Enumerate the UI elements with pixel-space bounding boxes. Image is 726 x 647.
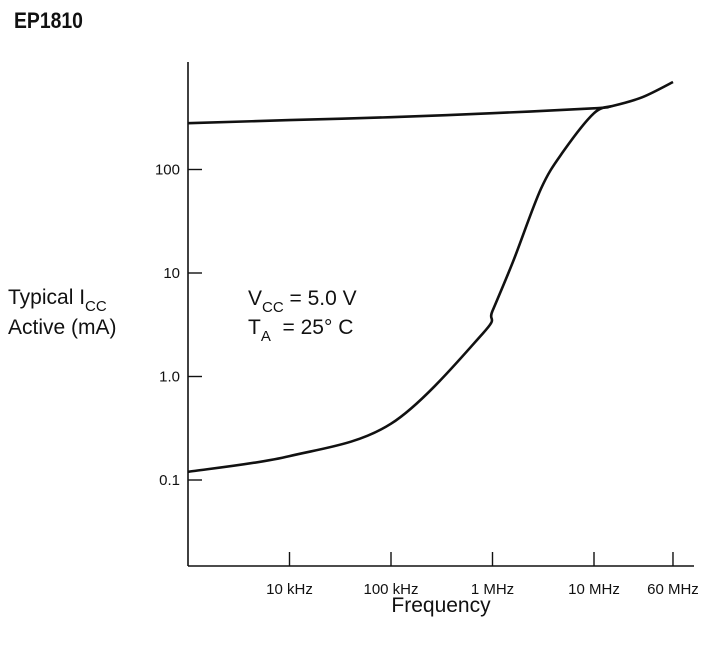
- annotation-ta: TA = 25° C: [248, 316, 353, 345]
- x-tick-label: 10 kHz: [266, 581, 313, 598]
- x-axis-label: Frequency: [391, 594, 491, 617]
- annotation-vcc: VCC = 5.0 V: [248, 287, 357, 316]
- x-tick-label: 60 MHz: [647, 581, 699, 598]
- y-ticks: 0.1 1.0 10 100: [155, 162, 202, 489]
- series-line-2: [187, 104, 613, 474]
- x-tick-label: 10 MHz: [568, 581, 620, 598]
- y-tick-label: 1.0: [159, 369, 180, 386]
- annotation-vcc-value: = 5.0 V: [284, 287, 357, 310]
- annotation-ta-symbol: T: [248, 316, 261, 339]
- series-group: [187, 80, 674, 474]
- series-line-1: [187, 80, 674, 125]
- annotation-ta-value: = 25° C: [271, 316, 354, 339]
- y-tick-label: 0.1: [159, 472, 180, 489]
- x-tick-label: 1 MHz: [471, 581, 514, 598]
- annotation-ta-sub: A: [261, 328, 271, 345]
- chart-axes: [187, 62, 694, 567]
- y-axis-label-line1: Typical ICC: [8, 286, 107, 315]
- annotation-vcc-symbol: V: [248, 287, 262, 310]
- y-tick-label: 100: [155, 162, 180, 179]
- y-axis-label-main: Typical I: [8, 286, 85, 309]
- x-tick-label: 100 kHz: [363, 581, 418, 598]
- page-title: EP1810: [14, 8, 83, 33]
- x-ticks: 10 kHz 100 kHz 1 MHz 10 MHz 60 MHz: [266, 552, 699, 598]
- annotation-vcc-sub: CC: [262, 299, 284, 316]
- y-axis-label-sub: CC: [85, 298, 107, 315]
- y-tick-label: 10: [163, 265, 180, 282]
- y-axis-label-line2: Active (mA): [8, 316, 117, 339]
